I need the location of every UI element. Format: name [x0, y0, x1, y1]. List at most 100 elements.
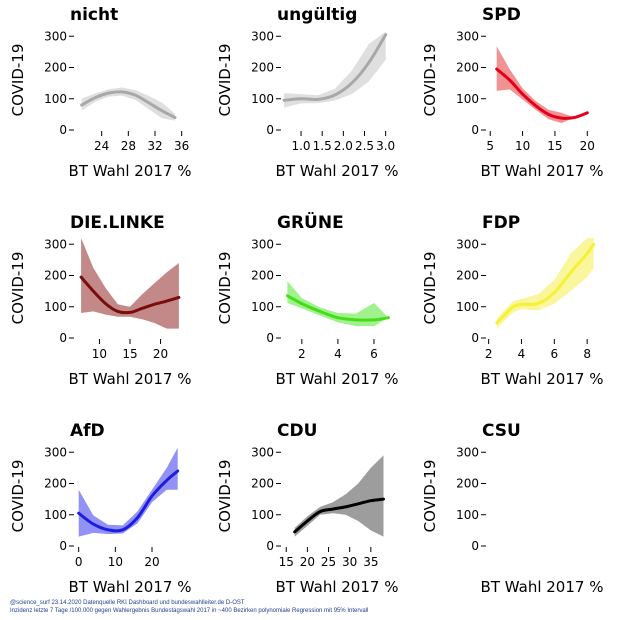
x-axis-label: BT Wahl 2017 % [69, 578, 192, 596]
x-tick-label: 20 [300, 555, 315, 569]
y-tick-label: 0 [471, 539, 479, 553]
x-tick-label: 20 [580, 139, 595, 153]
x-tick-label: 28 [121, 139, 136, 153]
y-axis-label: COVID-19 [9, 460, 27, 533]
x-tick-label: 2.0 [334, 139, 353, 153]
footer-source: @science_surf 23.14.2020 Datenquelle RKI… [10, 600, 245, 606]
y-tick-label: 200 [44, 61, 67, 75]
y-axis-label: COVID-19 [421, 44, 439, 117]
y-axis-label: COVID-19 [421, 252, 439, 325]
confidence-band [81, 87, 175, 121]
y-tick-label: 100 [456, 508, 479, 522]
y-tick-label: 0 [471, 331, 479, 345]
x-tick-label: 1.0 [291, 139, 310, 153]
y-tick-label: 100 [251, 92, 274, 106]
y-tick-label: 300 [251, 237, 274, 251]
x-axis-label: BT Wahl 2017 % [69, 370, 192, 388]
x-tick-label: 6 [370, 347, 378, 361]
y-tick-label: 0 [59, 539, 67, 553]
panel-die-linke: DIE.LINKE COVID-19 BT Wahl 2017 % 0 100 200 30… [9, 213, 191, 388]
x-tick-label: 2.5 [355, 139, 374, 153]
panel-title: CDU [277, 421, 317, 441]
panel-ung-ltig: ungültig COVID-19 BT Wahl 2017 % 0 100 200 300… [216, 5, 398, 180]
y-axis-label: COVID-19 [216, 460, 234, 533]
panel-title: nicht [70, 5, 118, 25]
y-tick-label: 300 [456, 445, 479, 459]
y-tick-label: 300 [44, 29, 67, 43]
x-tick-label: 24 [94, 139, 109, 153]
x-tick-label: 32 [147, 139, 162, 153]
x-tick-label: 15 [547, 139, 562, 153]
x-tick-label: 10 [92, 347, 107, 361]
y-tick-label: 300 [251, 445, 274, 459]
panel-title: DIE.LINKE [70, 213, 165, 233]
x-tick-label: 4 [334, 347, 342, 361]
x-tick-label: 15 [122, 347, 137, 361]
x-tick-label: 0 [75, 555, 83, 569]
panel-gr-ne: GRÜNE COVID-19 BT Wahl 2017 % 0 100 200 300 2 4 6 [216, 211, 398, 388]
y-tick-label: 0 [266, 123, 274, 137]
y-tick-label: 300 [251, 29, 274, 43]
y-axis-label: COVID-19 [9, 252, 27, 325]
panel-title: ungültig [277, 5, 357, 25]
y-tick-label: 100 [44, 508, 67, 522]
x-tick-label: 20 [153, 347, 168, 361]
y-tick-label: 0 [59, 331, 67, 345]
y-tick-label: 300 [44, 445, 67, 459]
y-tick-label: 0 [471, 123, 479, 137]
y-tick-label: 200 [251, 477, 274, 491]
x-tick-label: 4 [518, 347, 526, 361]
x-axis-label: BT Wahl 2017 % [481, 370, 604, 388]
regression-line [80, 90, 177, 119]
x-tick-label: 15 [279, 555, 294, 569]
y-axis-label: COVID-19 [9, 44, 27, 117]
panel-title: GRÜNE [277, 211, 344, 233]
x-tick-label: 35 [363, 555, 378, 569]
x-axis-label: BT Wahl 2017 % [481, 578, 604, 596]
x-tick-label: 2 [485, 347, 493, 361]
y-axis-label: COVID-19 [216, 44, 234, 117]
x-tick-label: 10 [515, 139, 530, 153]
y-tick-label: 100 [44, 300, 67, 314]
confidence-band [81, 238, 179, 329]
y-tick-label: 0 [266, 331, 274, 345]
panel-title: SPD [482, 5, 521, 25]
x-tick-label: 10 [108, 555, 123, 569]
y-tick-label: 200 [456, 477, 479, 491]
y-tick-label: 200 [251, 61, 274, 75]
panel-nicht: nicht COVID-19 BT Wahl 2017 % 0 100 200 300 24 2… [9, 5, 191, 180]
y-tick-label: 200 [44, 269, 67, 283]
y-tick-label: 200 [456, 61, 479, 75]
y-axis-label: COVID-19 [421, 460, 439, 533]
confidence-band [294, 455, 384, 537]
x-tick-label: 36 [174, 139, 189, 153]
panel-title: AfD [70, 421, 105, 441]
y-tick-label: 100 [456, 92, 479, 106]
confidence-band [496, 238, 594, 329]
regression-line [293, 497, 385, 534]
x-tick-label: 1.5 [313, 139, 332, 153]
x-tick-label: 6 [550, 347, 558, 361]
panel-spd: SPD COVID-19 BT Wahl 2017 % 0 100 200 300 5 10 15… [421, 5, 603, 180]
x-tick-label: 2 [298, 347, 306, 361]
panel-csu: CSU COVID-19 BT Wahl 2017 % 0 100 200 300 [421, 421, 603, 596]
y-axis-label: COVID-19 [216, 252, 234, 325]
x-tick-label: 3.0 [376, 139, 395, 153]
y-tick-label: 100 [44, 92, 67, 106]
footer-description: Inzidenz letzte 7 Tage /100.000 gegen Wa… [10, 608, 369, 614]
y-tick-label: 200 [456, 269, 479, 283]
confidence-band [287, 281, 389, 327]
confidence-band [78, 447, 178, 537]
x-axis-label: BT Wahl 2017 % [276, 162, 399, 180]
y-tick-label: 200 [251, 269, 274, 283]
y-tick-label: 0 [59, 123, 67, 137]
x-axis-label: BT Wahl 2017 % [276, 370, 399, 388]
y-tick-label: 200 [44, 477, 67, 491]
y-tick-label: 300 [456, 29, 479, 43]
y-tick-label: 300 [456, 237, 479, 251]
y-tick-label: 300 [44, 237, 67, 251]
y-tick-label: 100 [456, 300, 479, 314]
x-axis-label: BT Wahl 2017 % [69, 162, 192, 180]
x-tick-label: 25 [321, 555, 336, 569]
